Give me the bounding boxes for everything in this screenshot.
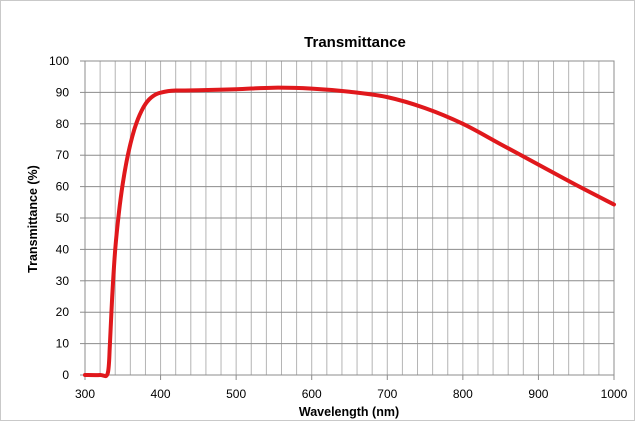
y-tick-label: 80 [56,117,70,131]
x-tick-label: 500 [226,387,246,401]
x-tick-label: 900 [528,387,548,401]
x-axis-ticks: 300 400 500 600 700 800 900 1000 [75,375,628,401]
y-axis-label: Transmittance (%) [26,165,40,273]
transmittance-series-line [83,85,616,379]
y-tick-label: 100 [49,54,69,68]
grid-lines [85,61,614,375]
x-tick-label: 700 [377,387,397,401]
x-axis-label: Wavelength (nm) [299,405,399,419]
y-tick-label: 30 [56,274,70,288]
x-tick-label: 600 [302,387,322,401]
y-tick-label: 90 [56,85,70,99]
y-tick-label: 10 [56,337,70,351]
x-tick-label: 300 [75,387,95,401]
series-layer [83,85,616,379]
x-tick-label: 400 [151,387,171,401]
y-tick-label: 20 [56,305,70,319]
y-tick-label: 70 [56,148,70,162]
y-tick-label: 60 [56,180,70,194]
y-axis-ticks: 0 10 20 30 40 50 60 70 80 90 100 [49,54,85,382]
x-tick-label: 800 [453,387,473,401]
y-tick-label: 0 [62,368,69,382]
y-tick-label: 50 [56,211,70,225]
x-tick-label: 1000 [601,387,628,401]
y-tick-label: 40 [56,242,70,256]
chart-title: Transmittance [304,34,406,51]
